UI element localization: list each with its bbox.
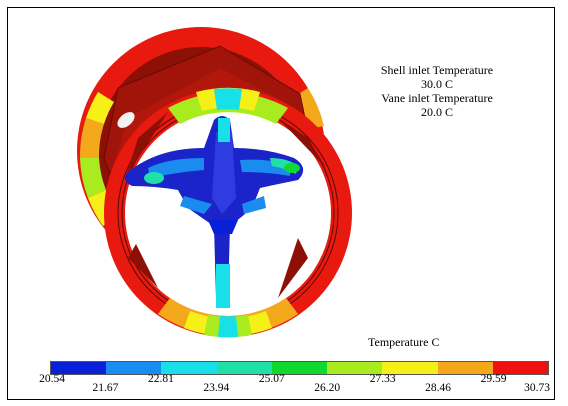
- plot-frame: Shell inlet Temperature 30.0 C Vane inle…: [7, 7, 555, 400]
- colorbar-tick-label: 25.07: [258, 373, 285, 385]
- vane-inlet-value: 20.0 C: [420, 105, 453, 119]
- shell-inlet-value: 30.0 C: [420, 77, 453, 91]
- colorbar-swatch: [51, 362, 107, 374]
- colorbar-swatch: [382, 362, 438, 374]
- colorbar-tick-label: 26.20: [314, 382, 341, 394]
- colorbar-tick-label: 28.46: [425, 382, 452, 394]
- colorbar-swatch: [106, 362, 162, 374]
- colorbar-tick-label: 20.54: [39, 373, 65, 385]
- colorbar-swatch: [161, 362, 217, 374]
- vane-inlet-label: Vane inlet Temperature: [381, 91, 493, 105]
- colorbar-swatch: [216, 362, 272, 374]
- colorbar-tick-label: 27.33: [369, 373, 396, 385]
- colorbar-tick-label: 29.59: [480, 373, 507, 385]
- colorbar-tick-label: 30.73: [524, 382, 550, 394]
- colorbar-tick-label: 22.81: [147, 373, 174, 385]
- colorbar-swatch: [437, 362, 493, 374]
- colorbar-swatch: [327, 362, 383, 374]
- colorbar-swatch: [492, 362, 548, 374]
- hexagon-interior: [126, 112, 326, 298]
- legend-title: Temperature C: [368, 335, 440, 349]
- colorbar-tick-label: 21.67: [92, 382, 119, 394]
- cold-vane: [124, 116, 304, 308]
- temperature-colorbar: [50, 361, 549, 375]
- temperature-contour-model: [77, 27, 352, 338]
- colorbar-tick-label: 23.94: [203, 382, 230, 394]
- shell-inlet-label: Shell inlet Temperature: [380, 63, 494, 77]
- colorbar-swatch: [271, 362, 328, 374]
